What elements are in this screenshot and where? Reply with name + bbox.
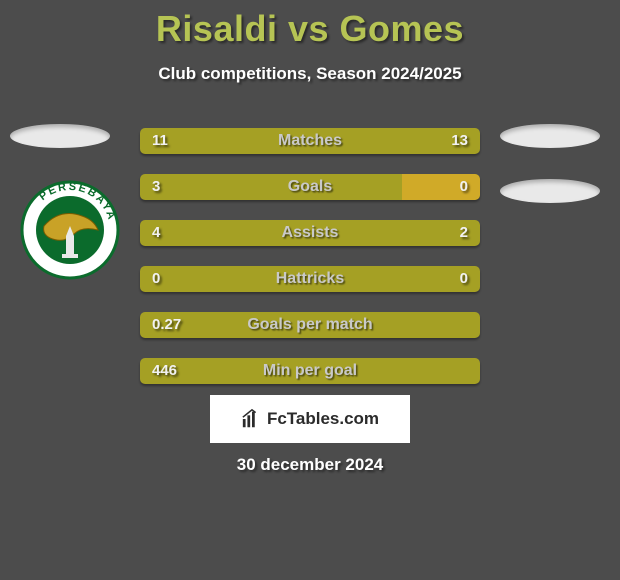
player-left-avatar-placeholder [10,124,110,148]
player-right-avatar-placeholder [500,124,600,148]
stat-row-goals-per-match: Goals per match 0.27 [140,312,480,338]
bar-track [140,358,480,384]
footer-date: 30 december 2024 [0,455,620,475]
stat-row-hattricks: Hattricks 0 0 [140,266,480,292]
bar-track [140,312,480,338]
stat-row-goals: Goals 3 0 [140,174,480,200]
bar-track [140,128,480,154]
bar-right-strip [402,174,480,200]
stat-row-assists: Assists 4 2 [140,220,480,246]
page-subtitle: Club competitions, Season 2024/2025 [0,64,620,84]
stat-row-matches: Matches 11 13 [140,128,480,154]
bar-track [140,266,480,292]
bar-chart-icon [241,408,263,430]
source-text: FcTables.com [267,409,379,429]
comparison-bars: Matches 11 13 Goals 3 0 Assists 4 2 Hatt… [140,128,480,404]
page-title: Risaldi vs Gomes [0,0,620,50]
bar-track [140,174,480,200]
club-badge-icon: PERSEBAYA [20,180,120,280]
player-right-club-placeholder [500,179,600,203]
bar-track [140,220,480,246]
stat-row-min-per-goal: Min per goal 446 [140,358,480,384]
source-badge: FcTables.com [210,395,410,443]
